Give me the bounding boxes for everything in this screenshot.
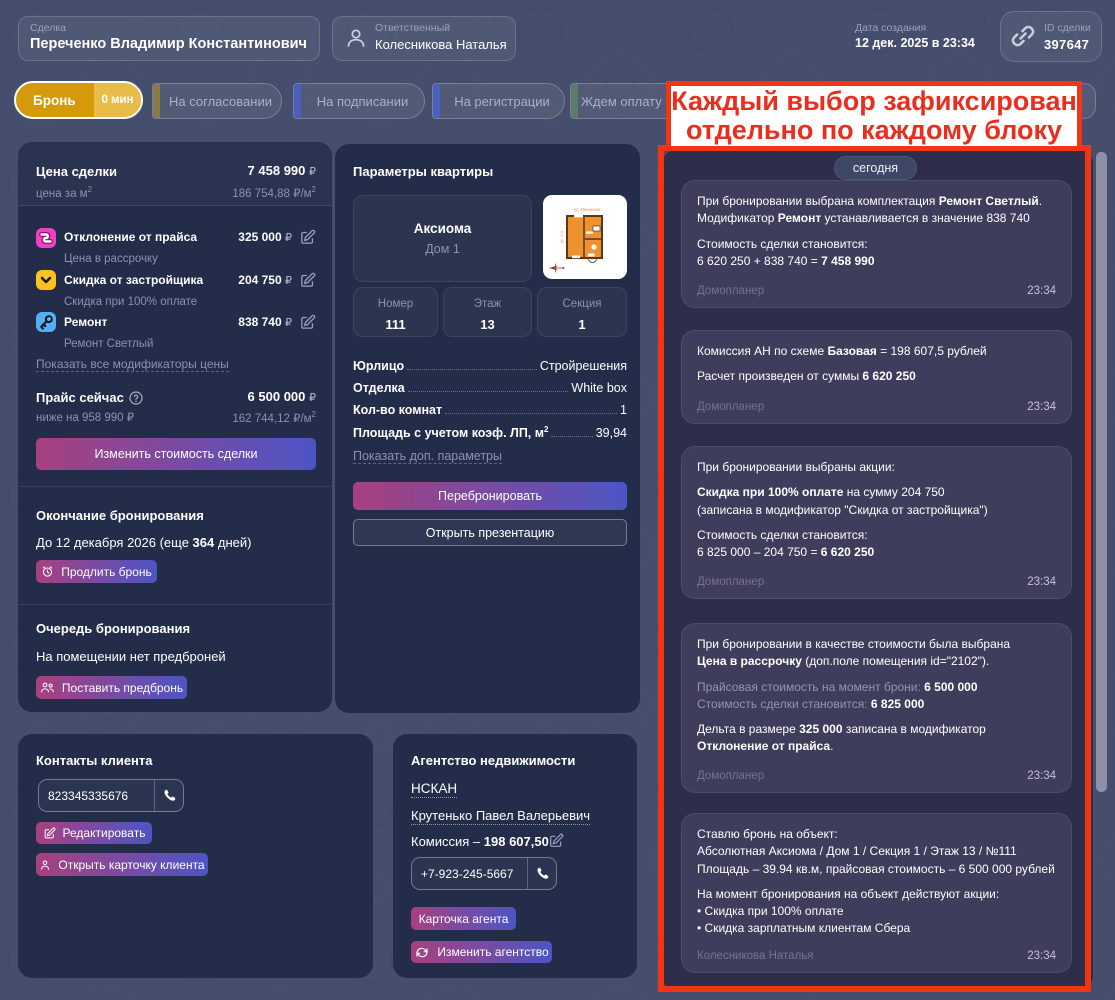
svg-text:ул. Онежская: ул. Онежская <box>574 207 600 212</box>
svg-text:ул. 2-я: ул. 2-я <box>559 231 564 243</box>
